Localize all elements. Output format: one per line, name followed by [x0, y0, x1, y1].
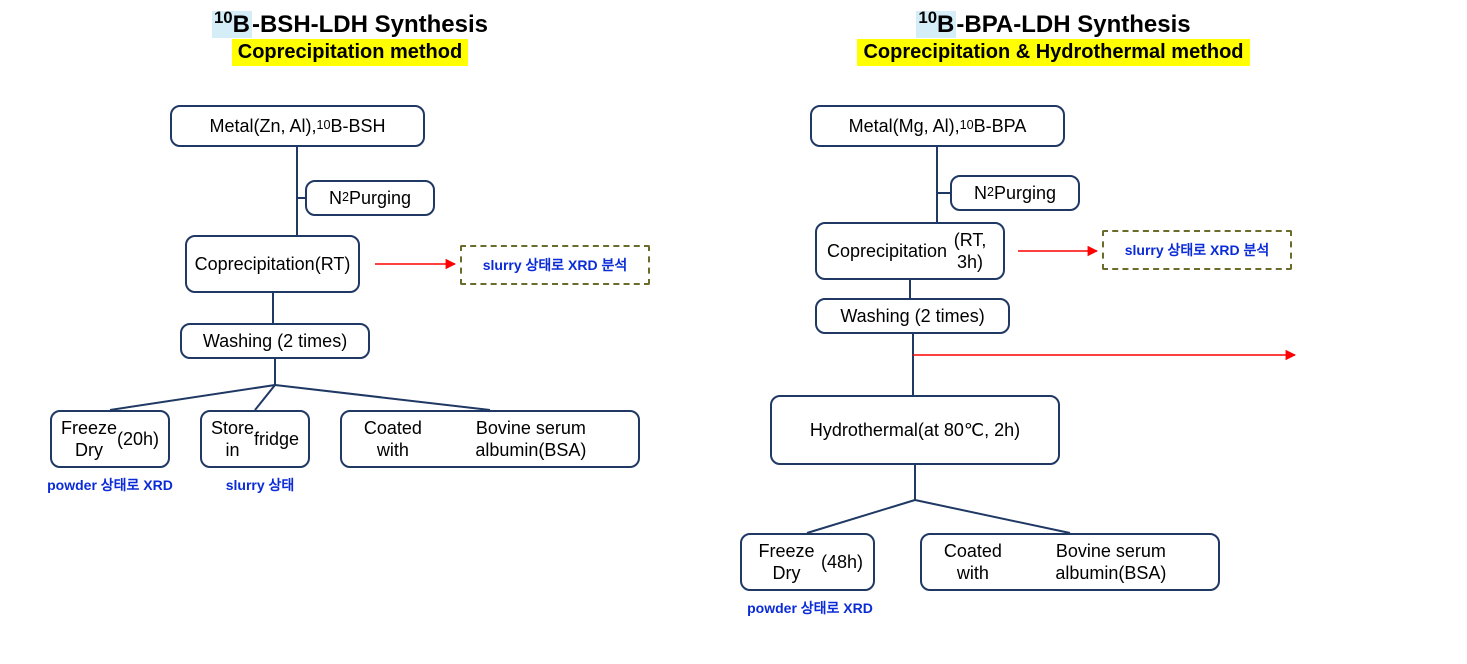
node-metal: Metal(Mg, Al), 10B-BPA	[810, 105, 1065, 147]
node-coated: Coated withBovine serum albumin(BSA)	[920, 533, 1220, 591]
node-store: Store infridge	[200, 410, 310, 468]
node-coated: Coated withBovine serum albumin(BSA)	[340, 410, 640, 468]
node-n2: N2 Purging	[950, 175, 1080, 211]
node-copre: Coprecipitation(RT, 3h)	[815, 222, 1005, 280]
left-title: 10B-BSH-LDH Synthesis	[30, 8, 670, 39]
node-wash: Washing (2 times)	[815, 298, 1010, 334]
right-title: 10B-BPA-LDH Synthesis	[640, 8, 1467, 39]
caption-powder: powder 상태로 XRD	[40, 475, 180, 495]
xrd-note: slurry 상태로 XRD 분석	[1102, 230, 1292, 270]
left-title-sup: 10	[214, 8, 233, 27]
node-copre: Coprecipitation(RT)	[185, 235, 360, 293]
caption-powder: powder 상태로 XRD	[735, 598, 885, 618]
right-subtitle: Coprecipitation & Hydrothermal method	[857, 39, 1249, 66]
node-freeze: Freeze Dry(48h)	[740, 533, 875, 591]
right-flowchart: 10B-BPA-LDH Synthesis Coprecipitation & …	[640, 0, 1467, 664]
left-flowchart: 10B-BSH-LDH Synthesis Coprecipitation me…	[30, 0, 670, 664]
caption-slurry: slurry 상태	[215, 475, 305, 495]
right-title-rest: -BPA-LDH Synthesis	[956, 11, 1190, 38]
node-metal: Metal(Zn, Al), 10B-BSH	[170, 105, 425, 147]
xrd-note: slurry 상태로 XRD 분석	[460, 245, 650, 285]
node-wash: Washing (2 times)	[180, 323, 370, 359]
left-subtitle: Coprecipitation method	[232, 39, 468, 66]
node-hydro: Hydrothermal(at 80℃, 2h)	[770, 395, 1060, 465]
right-title-sup: 10	[918, 8, 937, 27]
node-n2: N2 Purging	[305, 180, 435, 216]
node-freeze: Freeze Dry(20h)	[50, 410, 170, 468]
left-title-rest: -BSH-LDH Synthesis	[252, 11, 488, 38]
